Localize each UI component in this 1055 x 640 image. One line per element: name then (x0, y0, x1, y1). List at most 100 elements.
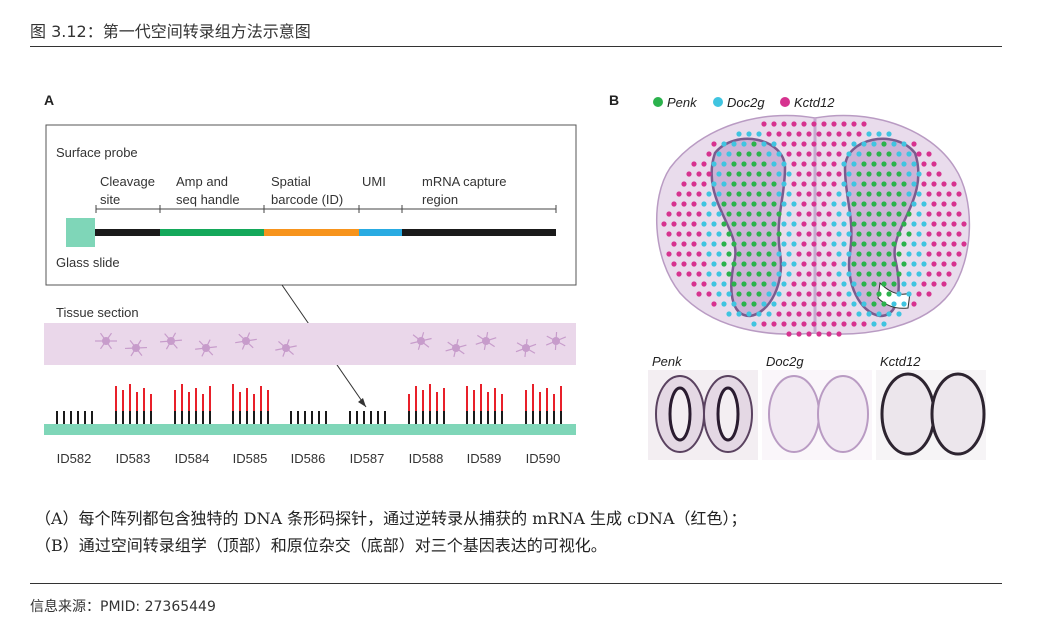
glass-slide-label: Glass slide (56, 255, 120, 270)
expression-spot (881, 281, 887, 287)
tissue-cells (95, 331, 567, 358)
expression-spot (836, 211, 842, 217)
expression-spot (881, 301, 887, 307)
expression-spot (806, 171, 812, 177)
expression-spot (751, 221, 757, 227)
arrow-head (358, 398, 366, 407)
expression-spot (901, 281, 907, 287)
neuron-dendrite (412, 334, 422, 342)
expression-spot (801, 261, 807, 267)
expression-spot (776, 171, 782, 177)
expression-spot (691, 181, 697, 187)
expression-spot (836, 131, 842, 137)
expression-spot (916, 151, 922, 157)
expression-spot (686, 231, 692, 237)
expression-spot (821, 281, 827, 287)
expression-spot (751, 241, 757, 247)
neuron-dendrite (205, 339, 211, 349)
expression-spot (681, 261, 687, 267)
expression-spot (756, 131, 762, 137)
expression-spot (756, 211, 762, 217)
expression-spot (726, 191, 732, 197)
amp-label-2: seq handle (176, 192, 240, 207)
expression-spot (771, 201, 777, 207)
neuron-dendrite (170, 339, 182, 342)
cleavage-label-2: site (100, 192, 120, 207)
expression-spot (891, 201, 897, 207)
expression-spot (911, 301, 917, 307)
expression-spot (906, 191, 912, 197)
expression-spot (926, 231, 932, 237)
expression-spot (811, 121, 817, 127)
expression-spot (801, 121, 807, 127)
expression-spot (761, 281, 767, 287)
neuron-dendrite (135, 347, 143, 356)
expression-spot (926, 151, 932, 157)
expression-spot (831, 221, 837, 227)
expression-spot (736, 311, 742, 317)
expression-spot (746, 231, 752, 237)
expression-spot (821, 181, 827, 187)
expression-spot (846, 171, 852, 177)
expression-spot (891, 161, 897, 167)
expression-spot (776, 151, 782, 157)
neuron-dendrite (245, 340, 254, 349)
expression-spot (826, 171, 832, 177)
expression-spot (791, 241, 797, 247)
expression-spot (956, 191, 962, 197)
expression-spot (726, 311, 732, 317)
expression-spot (916, 191, 922, 197)
expression-spot (696, 251, 702, 257)
expression-spot (716, 231, 722, 237)
expression-spot (861, 301, 867, 307)
expression-spot (916, 251, 922, 257)
expression-spot (956, 251, 962, 257)
expression-spot (811, 281, 817, 287)
expression-spot (736, 151, 742, 157)
expression-spot (801, 181, 807, 187)
expression-spot (791, 321, 797, 327)
expression-spot (876, 151, 882, 157)
expression-spot (766, 271, 772, 277)
expression-spot (701, 261, 707, 267)
expression-spot (796, 271, 802, 277)
expression-spot (816, 151, 822, 157)
expression-spot (786, 311, 792, 317)
expression-spot (926, 191, 932, 197)
expression-spot (836, 291, 842, 297)
expression-spot (731, 181, 737, 187)
expression-spot (816, 211, 822, 217)
expression-spot (851, 121, 857, 127)
expression-spot (866, 151, 872, 157)
expression-spot (851, 241, 857, 247)
expression-spot (721, 141, 727, 147)
expression-spot (776, 251, 782, 257)
expression-spot (926, 251, 932, 257)
expression-spot (706, 151, 712, 157)
expression-spot (801, 201, 807, 207)
expression-spot (766, 211, 772, 217)
expression-spot (856, 231, 862, 237)
expression-spot (811, 301, 817, 307)
expression-spot (876, 291, 882, 297)
expression-spot (746, 311, 752, 317)
expression-spot (681, 201, 687, 207)
expression-spot (931, 201, 937, 207)
surface-probe-box (45, 124, 577, 286)
ish-kctd12 (876, 370, 986, 460)
expression-spot (751, 181, 757, 187)
expression-spot (766, 151, 772, 157)
expression-spot (691, 201, 697, 207)
barcode-spots (56, 384, 562, 424)
expression-spot (676, 251, 682, 257)
expression-spot (761, 121, 767, 127)
spot-id-label: ID586 (291, 451, 326, 466)
expression-spot (916, 211, 922, 217)
spot-id-label: ID590 (526, 451, 561, 466)
expression-spot (731, 301, 737, 307)
expression-spot (881, 321, 887, 327)
expression-spot (841, 281, 847, 287)
expression-spot (881, 241, 887, 247)
expression-spot (936, 271, 942, 277)
expression-spot (781, 261, 787, 267)
